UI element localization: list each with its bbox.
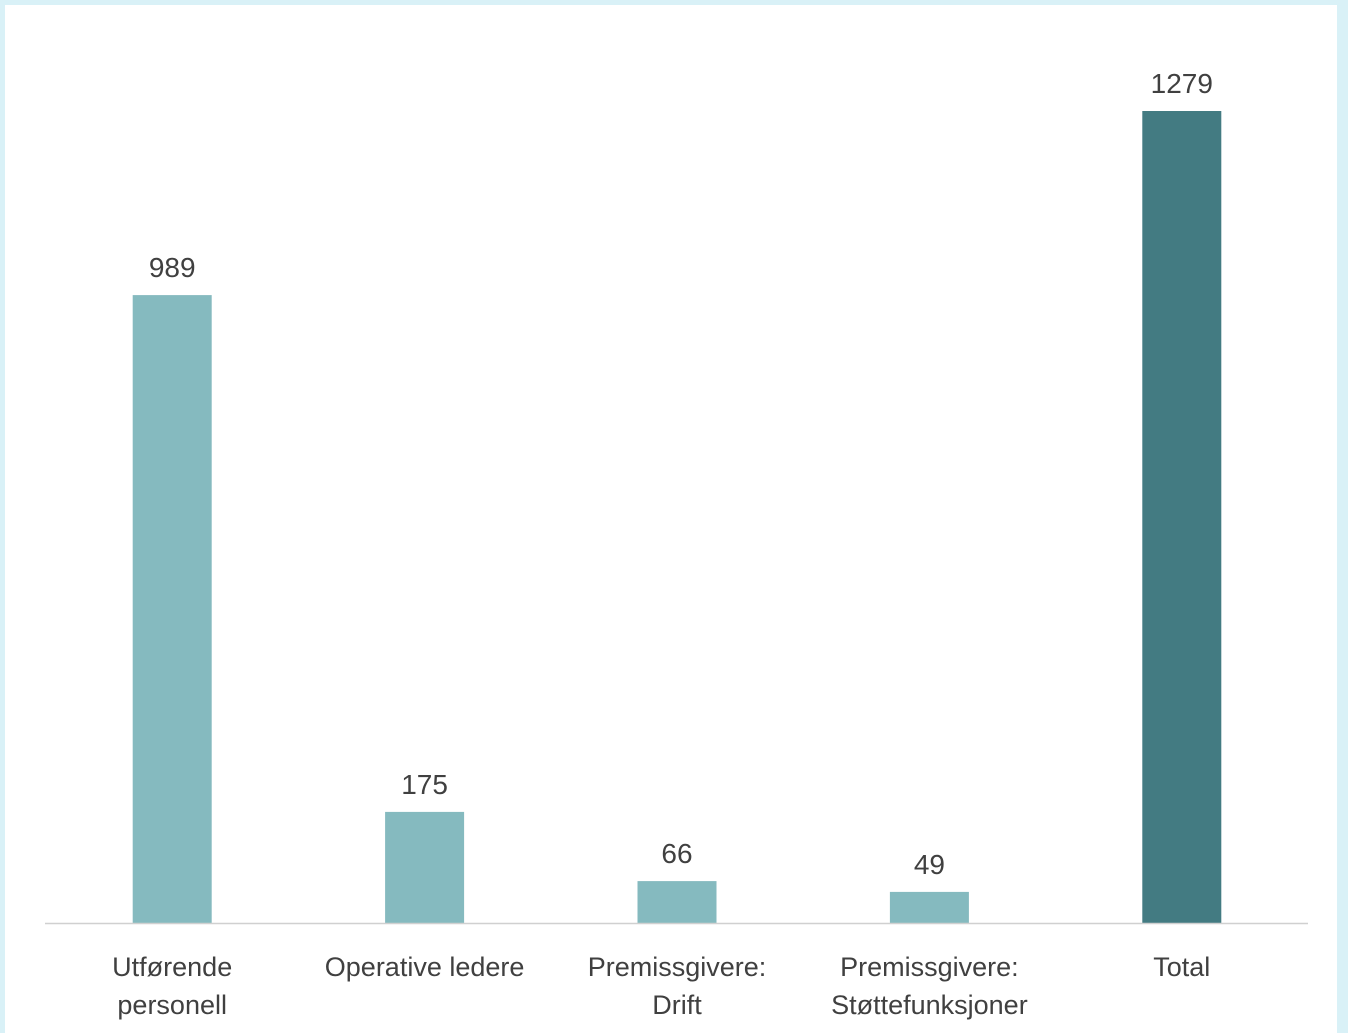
x-tick-label-0: Utførende personell — [112, 952, 232, 1020]
x-tick-label-line: Premissgivere: — [840, 952, 1019, 982]
labels-layer: 989 175 66 49 1279 — [149, 68, 1213, 880]
x-tick-label-line: Total — [1153, 952, 1210, 982]
x-tick-label-3: Premissgivere: Støttefunksjoner — [831, 952, 1028, 1020]
bar-4 — [1142, 111, 1222, 923]
bar-1 — [385, 811, 465, 923]
data-label-1: 175 — [401, 769, 448, 800]
x-tick-label-line: Operative ledere — [325, 952, 525, 982]
x-tick-label-line: Premissgivere: — [588, 952, 767, 982]
data-label-2: 66 — [661, 838, 692, 869]
bar-3 — [889, 891, 969, 923]
bars-layer — [132, 111, 1222, 924]
x-tick-label-2: Premissgivere: Drift — [588, 952, 767, 1020]
chart-panel: 989 175 66 49 1279 Utførende personell Operati… — [5, 5, 1337, 1033]
x-tick-label-4: Total — [1153, 952, 1210, 982]
x-axis-tick-labels: Utførende personell Operative ledere Premis… — [112, 952, 1210, 1020]
bar-0 — [132, 295, 212, 924]
bar-2 — [637, 881, 717, 923]
data-label-4: 1279 — [1151, 68, 1213, 99]
bar-chart: 989 175 66 49 1279 Utførende personell Operati… — [45, 68, 1308, 1020]
x-tick-label-line: personell — [117, 990, 227, 1020]
x-tick-label-line: Utførende — [112, 952, 232, 982]
data-label-0: 989 — [149, 252, 196, 283]
x-tick-label-1: Operative ledere — [325, 952, 525, 982]
x-tick-label-line: Drift — [652, 990, 702, 1020]
x-tick-label-line: Støttefunksjoner — [831, 990, 1028, 1020]
data-label-3: 49 — [914, 849, 945, 880]
